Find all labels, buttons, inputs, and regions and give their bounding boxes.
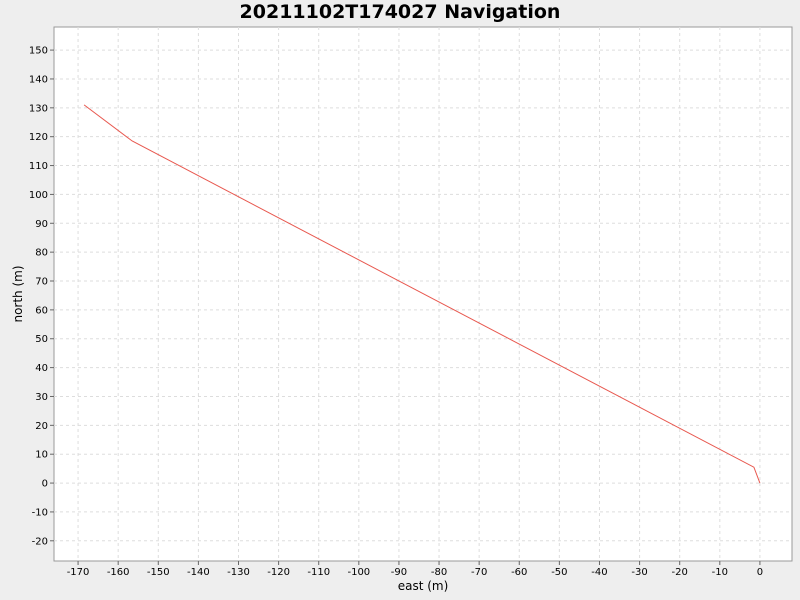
y-tick-label: 70 — [35, 277, 48, 288]
x-axis-label: east (m) — [398, 579, 449, 593]
y-tick-label: 150 — [29, 46, 48, 57]
x-tick-label: -80 — [431, 567, 447, 578]
x-tick-label: -50 — [551, 567, 567, 578]
x-tick-label: -150 — [147, 567, 170, 578]
x-tick-label: -90 — [391, 567, 407, 578]
y-tick-label: 30 — [35, 392, 48, 403]
y-tick-label: -10 — [32, 507, 48, 518]
x-tick-label: -60 — [511, 567, 527, 578]
x-tick-label: -170 — [67, 567, 90, 578]
x-tick-label: -110 — [307, 567, 330, 578]
x-tick-label: -160 — [107, 567, 130, 578]
series-line — [83, 104, 761, 484]
y-tick-label: 50 — [35, 334, 48, 345]
x-tick-label: -40 — [591, 567, 607, 578]
grid — [54, 27, 792, 561]
y-tick-label: 140 — [29, 74, 48, 85]
y-tick-label: 80 — [35, 248, 48, 259]
y-tick-label: 10 — [35, 450, 48, 461]
y-tick-label: 100 — [29, 190, 48, 201]
y-tick-label: 0 — [42, 479, 48, 490]
y-tick-label: 40 — [35, 363, 48, 374]
y-tick-label: 120 — [29, 132, 48, 143]
y-tick-label: 130 — [29, 103, 48, 114]
x-tick-label: -20 — [672, 567, 688, 578]
y-tick-label: 90 — [35, 219, 48, 230]
y-tick-label: 20 — [35, 421, 48, 432]
series-layer — [83, 104, 761, 484]
y-axis-label: north (m) — [11, 265, 25, 322]
x-tick-label: -70 — [471, 567, 487, 578]
x-tick-label: -10 — [712, 567, 728, 578]
y-tick-label: 110 — [29, 161, 48, 172]
y-tick-label: 60 — [35, 305, 48, 316]
axis-ticks: -170 -160 -150 -140 -130 -120 -110 -100 -90 -80 -7… — [29, 46, 763, 578]
x-tick-label: 0 — [757, 567, 763, 578]
x-tick-label: -100 — [347, 567, 370, 578]
x-tick-label: -140 — [187, 567, 210, 578]
x-tick-label: -30 — [631, 567, 647, 578]
chart-title: 20211102T174027 Navigation — [239, 1, 561, 23]
x-tick-label: -120 — [267, 567, 290, 578]
x-tick-label: -130 — [227, 567, 250, 578]
y-tick-label: -20 — [32, 536, 48, 547]
